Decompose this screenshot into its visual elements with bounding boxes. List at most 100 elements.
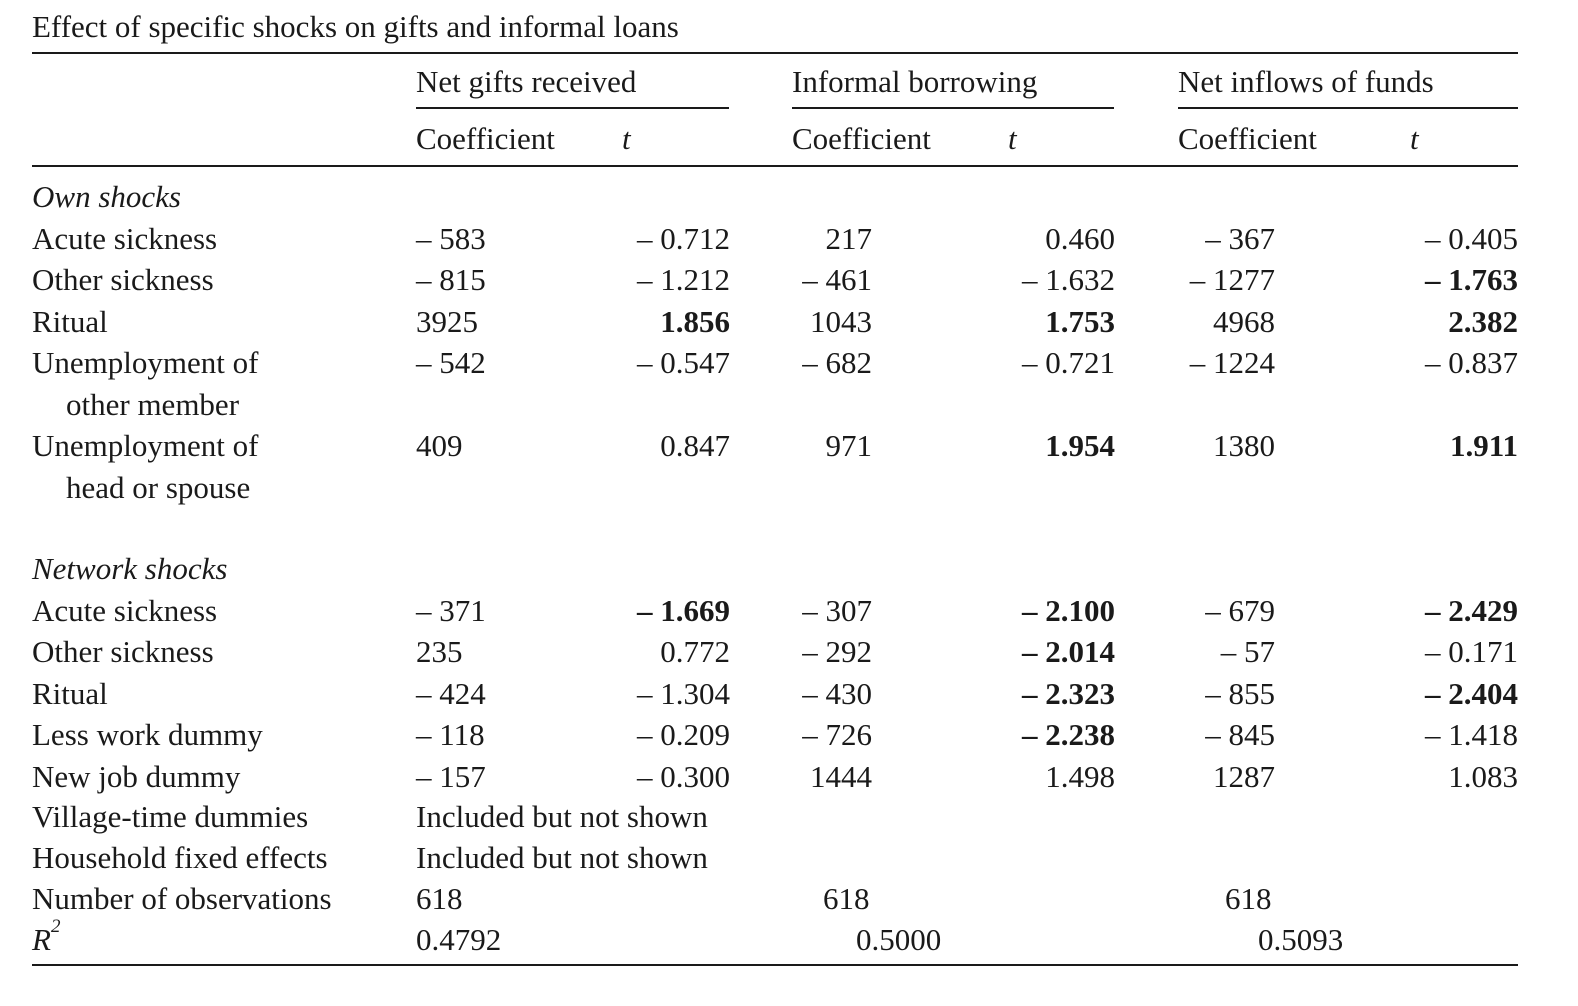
cell-net-gifts-t: 0.847: [660, 428, 730, 463]
r-squared-net-gifts: 0.4792: [416, 922, 502, 957]
cell-inflows-t: – 0.171: [1425, 634, 1518, 669]
row-label: Ritual: [32, 675, 108, 711]
cell-borrowing-coef: – 726: [802, 717, 872, 752]
subheader-t: t: [1008, 121, 1017, 156]
row-label: Less work dummy: [32, 717, 263, 752]
bottom-rule: [32, 964, 1518, 966]
cell-net-gifts-t: – 0.712: [637, 220, 730, 256]
cell-borrowing-t: 1.498: [1045, 758, 1115, 794]
cell-net-gifts-t: – 1.304: [637, 675, 730, 711]
subheader-coefficient: Coefficient: [416, 121, 555, 156]
cell-inflows-t: – 0.837: [1425, 345, 1518, 380]
subheader-coefficient: Coefficient: [792, 121, 931, 156]
cell-net-gifts-t: – 0.300: [637, 758, 730, 794]
cell-net-gifts-coef: – 118: [416, 717, 485, 752]
cell-borrowing-coef: 1043: [810, 303, 872, 339]
cell-borrowing-t: 1.753: [1045, 303, 1115, 339]
cell-inflows-coef: – 855: [1205, 675, 1275, 711]
row-label: Unemployment of: [32, 345, 259, 380]
header-rule: [32, 165, 1518, 167]
cell-inflows-coef: – 1277: [1189, 262, 1275, 297]
row-label: Other sickness: [32, 262, 214, 297]
cell-borrowing-coef: 971: [825, 428, 873, 463]
group-header-informal-borrowing: Informal borrowing: [792, 64, 1038, 99]
cell-borrowing-t: – 2.323: [1022, 675, 1115, 711]
row-label: Ritual: [32, 303, 108, 339]
cell-net-gifts-t: – 1.669: [637, 592, 730, 628]
subheader-t: t: [1410, 121, 1419, 156]
row-label: New job dummy: [32, 758, 241, 794]
cell-net-gifts-coef: – 371: [416, 592, 486, 628]
footer-label-r-squared: R2: [32, 916, 61, 957]
cell-net-gifts-coef: 235: [416, 634, 463, 669]
cell-inflows-t: 2.382: [1448, 303, 1518, 339]
group-rule-informal-borrowing: [792, 107, 1114, 109]
cell-net-gifts-t: 1.856: [660, 303, 730, 339]
row-label: Unemployment of: [32, 428, 259, 463]
cell-borrowing-coef: – 430: [802, 675, 872, 711]
footer-label-village-dummies: Village-time dummies: [32, 799, 309, 834]
section-title: Network shocks: [32, 551, 228, 586]
observations-net-inflows: 618: [1225, 881, 1272, 916]
section-title: Own shocks: [32, 179, 181, 214]
cell-net-gifts-t: 0.772: [660, 634, 730, 669]
cell-borrowing-coef: 217: [825, 220, 873, 256]
group-header-net-inflows: Net inflows of funds: [1178, 64, 1434, 99]
cell-inflows-t: – 0.405: [1425, 220, 1518, 256]
cell-inflows-t: – 2.404: [1425, 675, 1518, 711]
row-label: Other sickness: [32, 634, 214, 669]
group-rule-net-inflows: [1178, 107, 1518, 109]
cell-net-gifts-coef: – 424: [416, 675, 486, 711]
r-squared-net-inflows: 0.5093: [1258, 922, 1344, 957]
cell-inflows-t: – 1.418: [1425, 717, 1518, 752]
footer-value-household-fe: Included but not shown: [416, 840, 708, 875]
group-header-net-gifts: Net gifts received: [416, 64, 637, 99]
cell-borrowing-coef: – 461: [802, 262, 872, 297]
footer-value-village-dummies: Included but not shown: [416, 799, 708, 834]
footer-label-observations: Number of observations: [32, 881, 332, 916]
subheader-coefficient: Coefficient: [1178, 121, 1317, 156]
cell-inflows-coef: – 57: [1220, 634, 1275, 669]
cell-inflows-coef: 1287: [1213, 758, 1275, 794]
observations-informal-borrowing: 618: [823, 881, 870, 916]
footer-label-household-fe: Household fixed effects: [32, 840, 328, 875]
r-squared-informal-borrowing: 0.5000: [856, 922, 942, 957]
cell-net-gifts-t: – 0.209: [637, 717, 730, 752]
cell-inflows-coef: – 1224: [1189, 345, 1275, 380]
cell-borrowing-t: 1.954: [1045, 428, 1115, 463]
cell-net-gifts-coef: – 815: [416, 262, 486, 297]
cell-borrowing-coef: – 307: [802, 592, 872, 628]
cell-net-gifts-coef: 409: [416, 428, 463, 463]
cell-borrowing-t: – 2.100: [1022, 592, 1115, 628]
subheader-t: t: [622, 121, 631, 156]
cell-net-gifts-t: – 0.547: [637, 345, 730, 380]
cell-inflows-coef: – 845: [1205, 717, 1275, 752]
cell-inflows-coef: – 367: [1205, 220, 1275, 256]
row-label: head or spouse: [66, 469, 251, 505]
cell-inflows-coef: – 679: [1205, 592, 1275, 628]
row-label: Acute sickness: [32, 220, 218, 256]
cell-borrowing-t: 0.460: [1045, 220, 1115, 256]
cell-borrowing-t: – 2.014: [1022, 634, 1115, 669]
group-rule-net-gifts: [416, 107, 729, 109]
cell-inflows-t: 1.911: [1449, 428, 1518, 463]
row-label: Acute sickness: [32, 592, 218, 628]
cell-net-gifts-coef: – 583: [416, 220, 486, 256]
cell-inflows-coef: 4968: [1213, 303, 1275, 339]
cell-net-gifts-coef: – 542: [416, 345, 486, 380]
observations-net-gifts: 618: [416, 881, 463, 916]
cell-inflows-t: 1.083: [1448, 758, 1518, 794]
cell-borrowing-t: – 0.721: [1022, 345, 1115, 380]
row-label: other member: [66, 386, 240, 422]
cell-net-gifts-coef: – 157: [416, 758, 486, 794]
cell-inflows-coef: 1380: [1213, 428, 1275, 463]
cell-borrowing-coef: – 682: [802, 345, 872, 380]
cell-inflows-t: – 1.763: [1425, 262, 1518, 297]
cell-inflows-t: – 2.429: [1425, 592, 1518, 628]
cell-borrowing-coef: 1444: [810, 758, 872, 794]
cell-net-gifts-coef: 3925: [416, 303, 478, 339]
cell-borrowing-t: – 1.632: [1022, 262, 1115, 297]
cell-borrowing-t: – 2.238: [1022, 717, 1115, 752]
top-rule: [32, 52, 1518, 54]
cell-borrowing-coef: – 292: [802, 634, 872, 669]
